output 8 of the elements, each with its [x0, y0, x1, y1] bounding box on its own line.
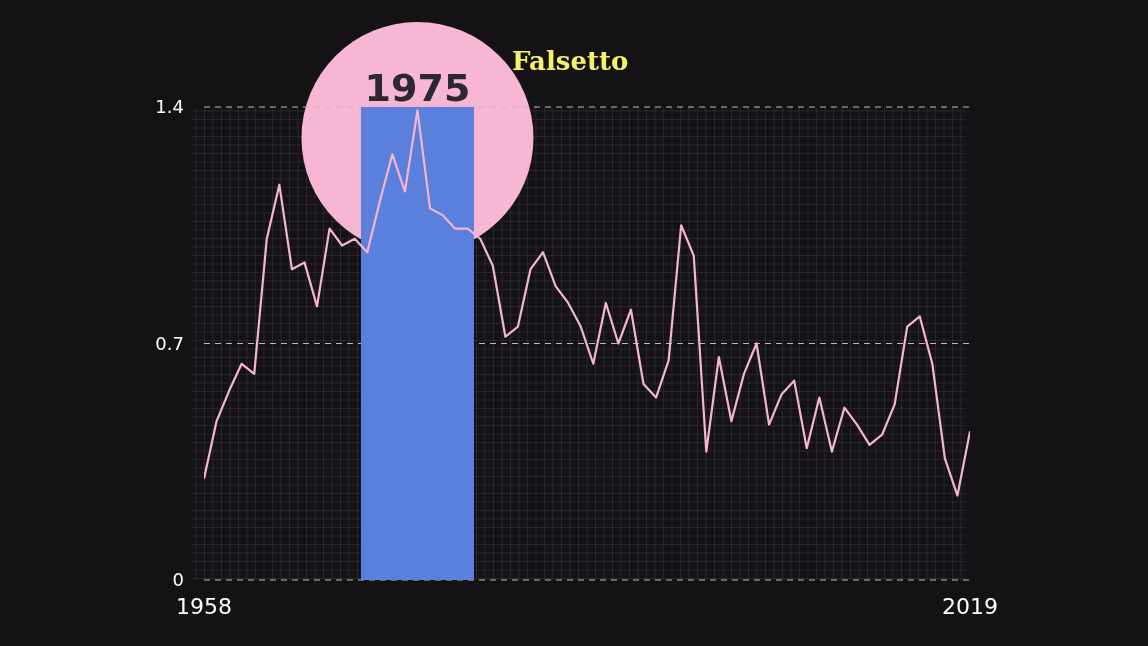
line-series [204, 109, 970, 497]
y-tick-label: 1.4 [155, 96, 184, 118]
x-tick-label: 1958 [176, 593, 232, 619]
y-tick-label: 0.7 [155, 332, 184, 354]
band-label: 1975 [364, 66, 471, 110]
chart-title: Falsetto [512, 46, 629, 76]
y-tick-label: 0 [172, 569, 184, 591]
x-tick-label: 2019 [942, 593, 998, 619]
